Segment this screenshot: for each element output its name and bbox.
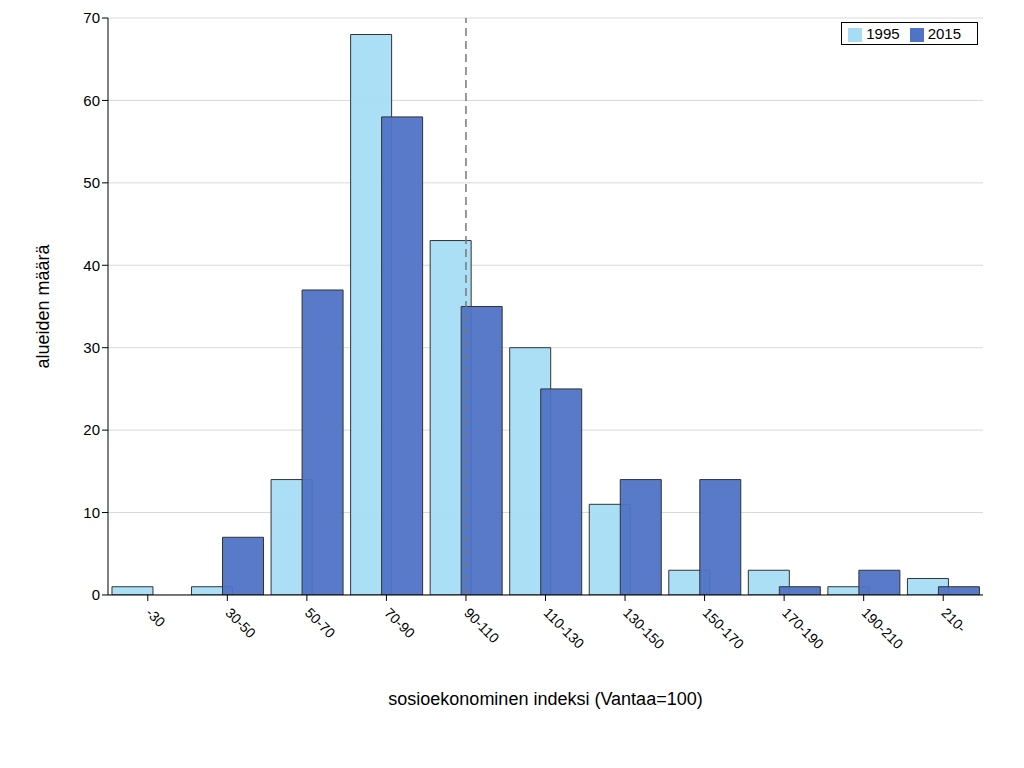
svg-text:90-110: 90-110 — [461, 605, 503, 647]
svg-text:sosioekonominen indeksi (Vanta: sosioekonominen indeksi (Vantaa=100) — [388, 689, 702, 709]
svg-text:30: 30 — [83, 339, 100, 356]
svg-text:20: 20 — [83, 421, 100, 438]
svg-text:110-130: 110-130 — [541, 605, 588, 652]
svg-text:130-150: 130-150 — [620, 605, 668, 653]
svg-text:-30: -30 — [143, 605, 169, 631]
svg-text:190-210: 190-210 — [859, 605, 907, 653]
svg-text:0: 0 — [92, 586, 100, 603]
svg-text:210-: 210- — [938, 605, 969, 636]
html-text:1995: 1995 — [866, 25, 900, 42]
svg-text:70-90: 70-90 — [381, 605, 418, 642]
svg-text:150-170: 150-170 — [700, 605, 748, 653]
svg-text:50-70: 50-70 — [302, 605, 339, 642]
svg-text:50: 50 — [83, 174, 100, 191]
svg-text:70: 70 — [83, 9, 100, 26]
svg-text:40: 40 — [83, 257, 100, 274]
svg-text:170-190: 170-190 — [779, 605, 827, 653]
svg-text:60: 60 — [83, 92, 100, 109]
svg-text:alueiden määrä: alueiden määrä — [33, 243, 53, 368]
svg-text:10: 10 — [83, 504, 100, 521]
svg-text:30-50: 30-50 — [222, 605, 259, 642]
html-text:2015: 2015 — [927, 25, 961, 42]
